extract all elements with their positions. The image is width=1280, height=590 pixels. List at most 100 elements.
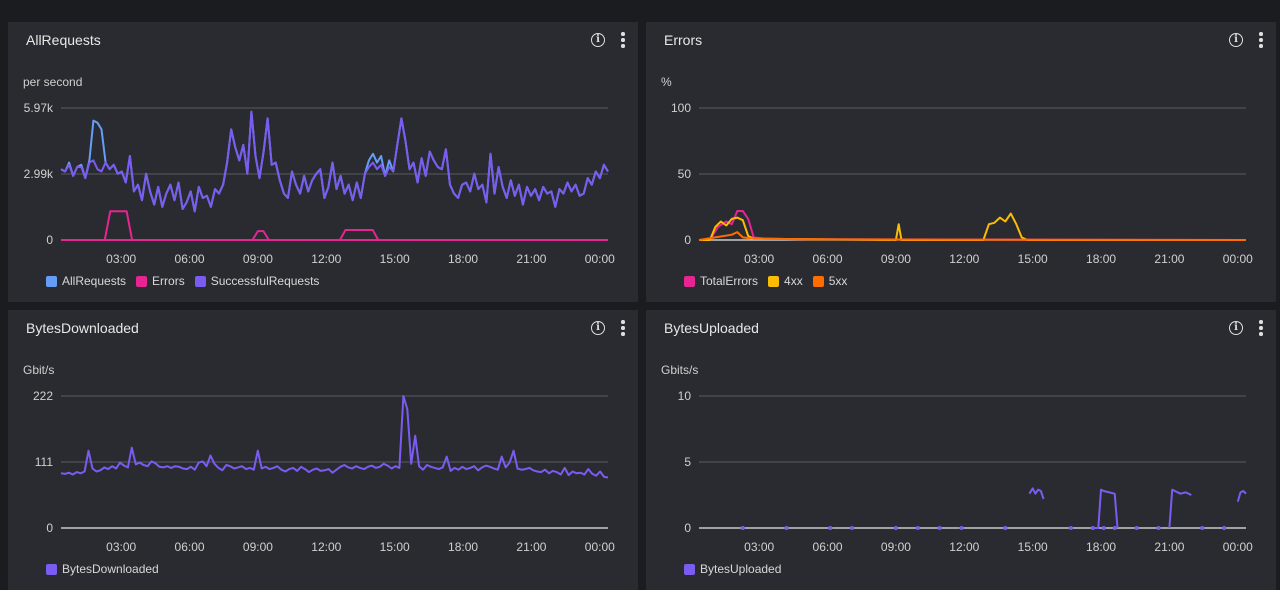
series-bytesuploaded-point [740,526,745,530]
x-tick-label: 21:00 [1154,540,1184,554]
x-tick-label: 18:00 [448,252,478,266]
legend-label: TotalErrors [700,274,759,288]
series-bytesuploaded-point [1068,526,1073,530]
y-tick-label: 222 [33,389,53,403]
panel-title: AllRequests [26,32,101,48]
x-tick-label: 03:00 [744,252,774,266]
series-bytesuploaded-segment [1028,487,1045,500]
series-bytesuploaded-point [1134,526,1139,530]
series-bytesuploaded-point [1156,526,1161,530]
x-tick-label: 00:00 [1223,252,1253,266]
legend: BytesDownloaded [46,562,159,576]
info-icon[interactable]: i [591,33,605,47]
x-tick-label: 06:00 [813,540,843,554]
legend-swatch [684,563,695,575]
info-icon[interactable]: i [1229,321,1243,335]
series-bytesuploaded-point [937,526,942,530]
legend: AllRequests Errors SuccessfulRequests [46,274,319,288]
x-tick-label: 18:00 [448,540,478,554]
x-tick-label: 03:00 [106,540,136,554]
unit-label: Gbit/s [23,363,55,377]
legend-item-totalerrors[interactable]: TotalErrors [684,274,758,288]
series-bytesuploaded-point [1090,526,1095,530]
series-bytesuploaded-point [850,526,855,530]
x-tick-label: 12:00 [311,540,341,554]
y-tick-label: 5.97k [24,101,54,115]
series-bytesdownloaded [60,395,609,479]
legend-label: BytesUploaded [700,562,782,576]
y-tick-label: 0 [46,521,53,535]
legend-swatch [46,275,57,287]
more-vert-icon[interactable] [617,320,629,336]
legend-item-errors[interactable]: Errors [136,274,185,288]
chart-bytes-downloaded: 0 111 222 03:00 06:00 09:00 12:00 15:00 18:00 21:… [33,389,615,554]
series-bytesuploaded-point [893,526,898,530]
series-errors-spikes [61,210,608,241]
y-tick-label: 2.99k [24,167,54,181]
x-tick-label: 06:00 [175,252,205,266]
series-4xx [699,212,1246,241]
legend-item-allrequests[interactable]: AllRequests [46,274,126,288]
info-icon[interactable]: i [591,321,605,335]
y-tick-label: 111 [35,455,54,469]
series-bytesuploaded-point [828,526,833,530]
x-tick-label: 21:00 [516,252,546,266]
legend-item-4xx[interactable]: 4xx [768,274,803,288]
x-tick-label: 12:00 [311,252,341,266]
series-bytesuploaded-point [784,526,789,530]
legend-label: Errors [152,274,185,288]
series-bytesuploaded-point [915,526,920,530]
y-tick-label: 0 [684,233,691,247]
x-tick-label: 06:00 [813,252,843,266]
unit-label: Gbits/s [661,363,699,377]
series-5xx [698,231,1247,241]
series-successfulrequests [60,110,609,213]
x-tick-label: 03:00 [744,540,774,554]
x-tick-label: 00:00 [1223,540,1253,554]
x-tick-label: 09:00 [243,252,273,266]
panel-bytes-uploaded: BytesUploaded i Gbits/s 0 5 10 03:00 06:00 09… [646,310,1276,590]
series-totalerrors [699,210,1247,241]
x-tick-label: 15:00 [380,540,410,554]
legend-label: 4xx [784,274,803,288]
series-bytesuploaded-point [1222,526,1227,530]
x-tick-label: 18:00 [1086,252,1116,266]
x-tick-label: 12:00 [949,252,979,266]
unit-label: % [661,75,672,89]
series-bytesuploaded-segment [1092,488,1119,529]
x-tick-label: 21:00 [516,540,546,554]
more-vert-icon[interactable] [617,32,629,48]
panel-title: BytesDownloaded [26,320,139,336]
x-tick-label: 15:00 [1018,540,1048,554]
y-tick-label: 0 [684,521,691,535]
info-icon[interactable]: i [1229,33,1243,47]
x-tick-label: 00:00 [585,540,615,554]
y-tick-label: 10 [678,389,692,403]
legend-label: BytesDownloaded [62,562,159,576]
legend-item-bytesuploaded[interactable]: BytesUploaded [684,562,781,576]
series-bytesuploaded-segment [1236,490,1247,502]
series-bytesuploaded-point [1112,526,1117,530]
x-tick-label: 00:00 [585,252,615,266]
legend-item-5xx[interactable]: 5xx [812,274,847,288]
legend-swatch [812,275,824,287]
y-tick-label: 5 [684,455,691,469]
legend-swatch [768,275,780,287]
x-tick-label: 15:00 [1018,252,1048,266]
panel-all-requests: AllRequests i per second 0 2.99k 5.97k 03:0… [8,22,638,302]
x-tick-label: 18:00 [1086,540,1116,554]
more-vert-icon[interactable] [1255,320,1267,336]
chart-all-requests: 0 2.99k 5.97k 03:00 06:00 09:00 12:00 15:00 18:0… [24,101,615,266]
legend-swatch [136,275,148,287]
panel-title: Errors [664,32,703,48]
series-bytesuploaded-point [1003,526,1008,530]
y-tick-label: 50 [678,167,692,181]
x-tick-label: 12:00 [949,540,979,554]
x-tick-label: 09:00 [881,252,911,266]
panel-title: BytesUploaded [664,320,759,336]
legend-swatch [46,563,57,575]
legend-item-successfulrequests[interactable]: SuccessfulRequests [194,274,319,288]
legend-item-bytesdownloaded[interactable]: BytesDownloaded [46,562,159,576]
more-vert-icon[interactable] [1255,32,1267,48]
x-tick-label: 15:00 [380,252,410,266]
